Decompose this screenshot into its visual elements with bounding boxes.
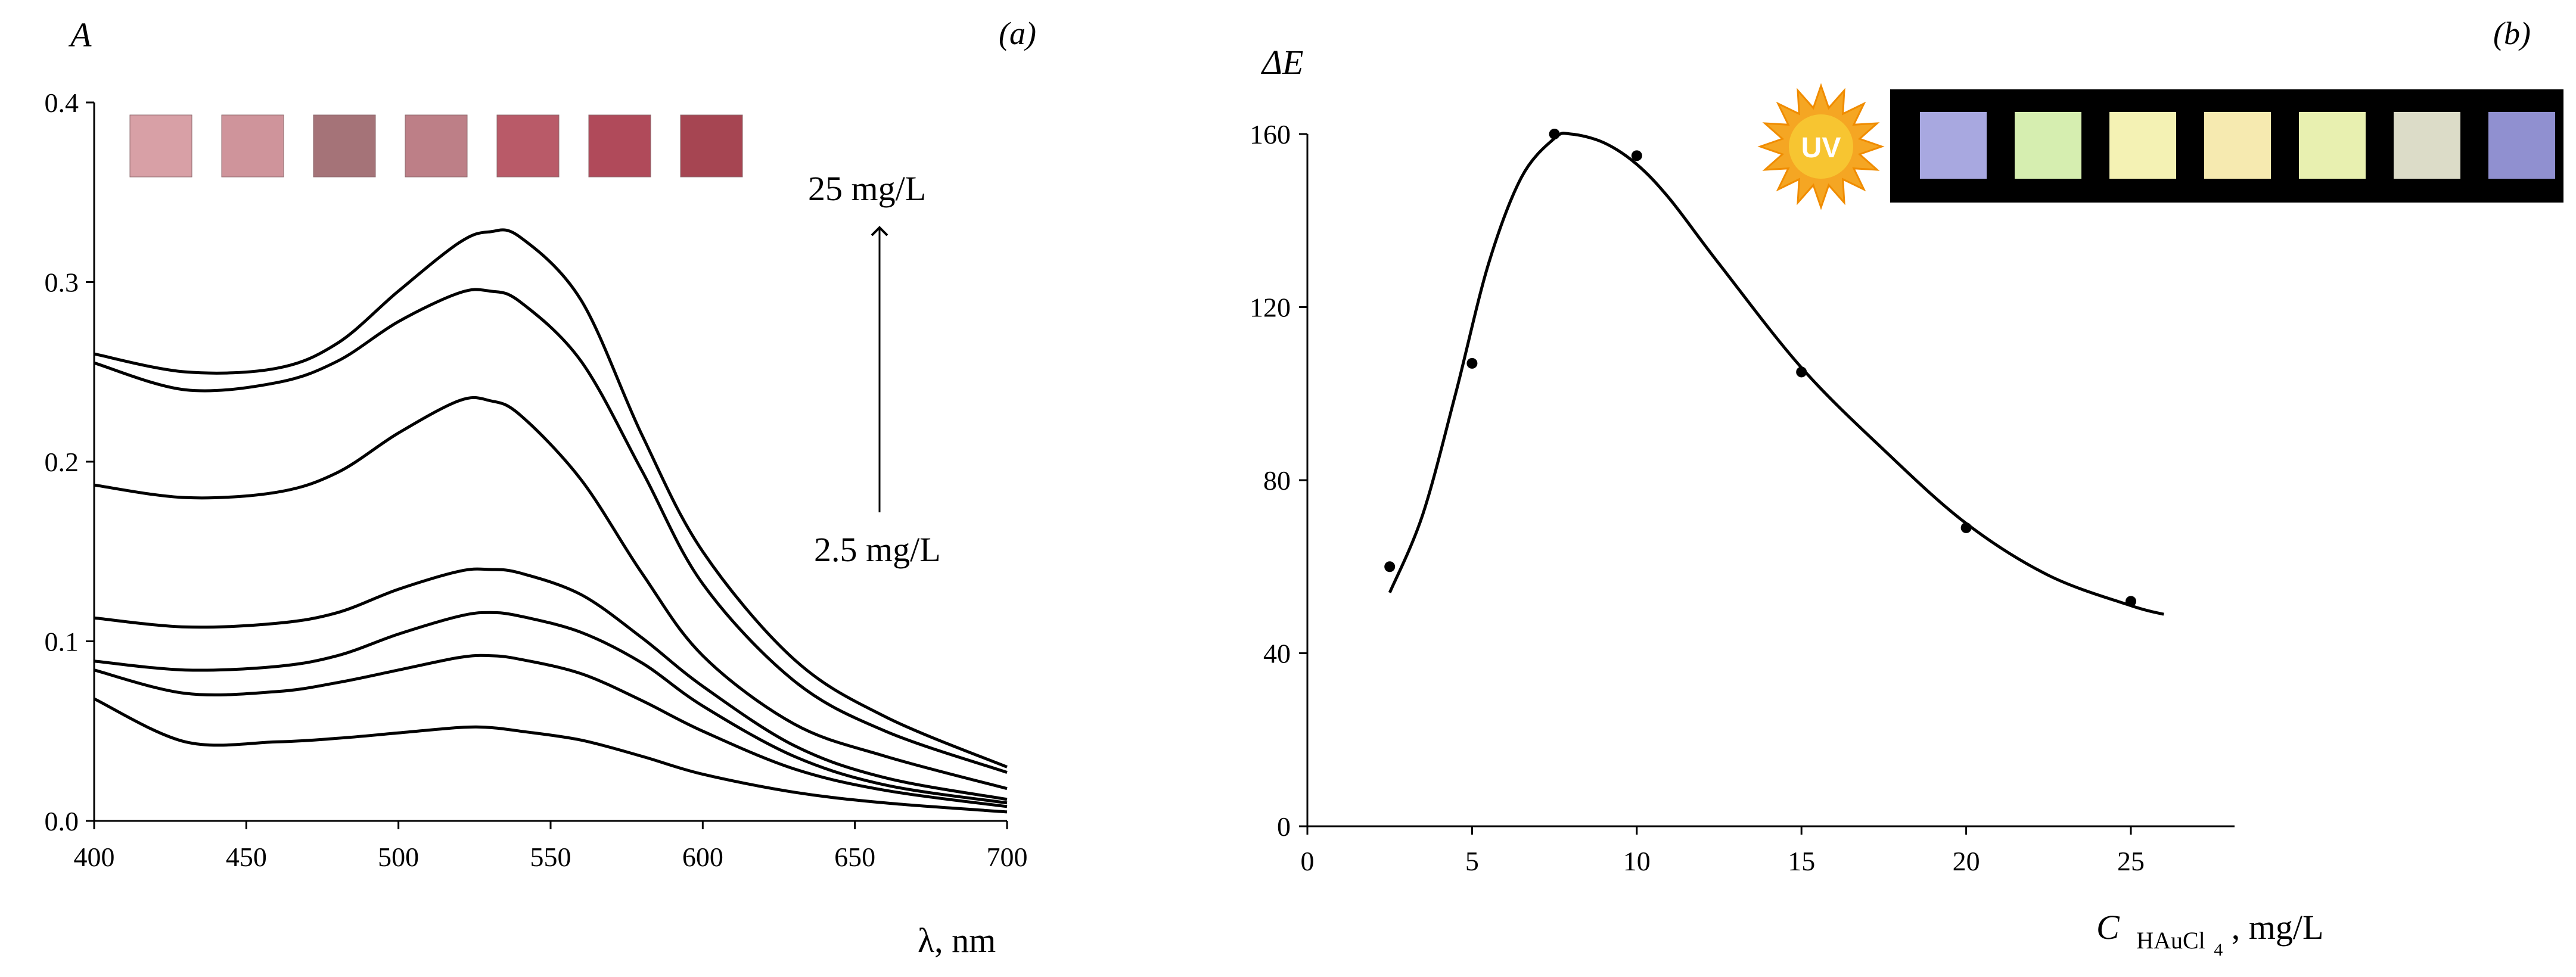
- b-x-axis-title-unit: , mg/L: [2232, 908, 2324, 947]
- a-y-ticks: 0.0 0.1 0.2 0.3 0.4: [45, 88, 94, 836]
- data-points: [1384, 129, 2136, 607]
- color-swatch: [129, 114, 192, 178]
- absorbance-series-5: [94, 611, 1008, 805]
- a-y-tick-label: 0.3: [45, 267, 79, 298]
- a-annotation-bottom: 2.5 mg/L: [814, 530, 941, 569]
- absorbance-series-3: [94, 396, 1008, 791]
- uv-swatch-row: [1920, 112, 2555, 179]
- data-point: [1384, 561, 1396, 572]
- b-x-tick-label: 10: [1623, 846, 1651, 876]
- a-panel-label: (a): [999, 15, 1036, 51]
- color-swatch: [221, 114, 284, 178]
- b-x-tick-label: 20: [1953, 846, 1980, 876]
- uv-swatch: [2394, 112, 2460, 179]
- b-y-axis-title: ΔE: [1261, 43, 1303, 82]
- b-y-ticks: 0 40 80 120 160: [1250, 119, 1307, 842]
- uv-swatch: [2109, 112, 2176, 179]
- b-x-axis-title-main: C: [2096, 908, 2120, 947]
- a-x-tick-label: 400: [74, 842, 115, 872]
- color-swatch: [496, 114, 560, 178]
- uv-swatch: [2015, 112, 2081, 179]
- panel-b-chart: 0 40 80 120 160 0 5 10 15 20 25 ΔE C HAuCl 4 , mg…: [1250, 15, 2563, 963]
- data-point: [1466, 357, 1478, 369]
- b-x-ticks: 0 5 10 15 20 25: [1301, 826, 2145, 876]
- uv-swatch: [2299, 112, 2366, 179]
- sun-core: [1789, 114, 1853, 179]
- a-x-axis-title: λ, nm: [918, 921, 996, 960]
- absorbance-series-4: [94, 567, 1008, 801]
- b-x-tick-label: 15: [1788, 846, 1815, 876]
- data-point: [1631, 150, 1642, 161]
- a-y-tick-label: 0.4: [45, 88, 79, 118]
- fit-curve-line: [1388, 132, 2164, 616]
- b-x-axis-title: C HAuCl 4 , mg/L: [2096, 908, 2323, 963]
- a-x-tick-label: 500: [378, 842, 419, 872]
- a-x-ticks: 400 450 500 550 600 650 700: [74, 821, 1028, 872]
- b-y-tick-label: 40: [1263, 639, 1291, 669]
- b-y-tick-label: 0: [1277, 811, 1291, 842]
- a-y-tick-label: 0.2: [45, 447, 79, 477]
- b-x-tick-label: 0: [1301, 846, 1315, 876]
- a-x-tick-label: 550: [530, 842, 571, 872]
- color-swatch: [680, 114, 743, 178]
- color-swatch-row-a: [129, 114, 743, 178]
- b-x-axis-title-sub4: 4: [2214, 940, 2223, 960]
- sun-icon: UV: [1757, 83, 1885, 210]
- color-swatch: [313, 114, 376, 178]
- absorbance-series-2: [94, 288, 1008, 774]
- color-swatch: [588, 114, 651, 178]
- a-y-tick-label: 0.0: [45, 806, 79, 836]
- b-x-tick-label: 5: [1465, 846, 1479, 876]
- a-x-tick-label: 700: [987, 842, 1028, 872]
- uv-label: UV: [1801, 132, 1841, 164]
- uv-inset: UV: [1757, 83, 2563, 210]
- b-y-tick-label: 120: [1250, 293, 1291, 323]
- fit-curve: [1388, 132, 2164, 616]
- a-annotation-top: 25 mg/L: [808, 169, 926, 208]
- a-x-tick-label: 600: [682, 842, 723, 872]
- panel-a-chart: 0.00.10.20.30.4 400 450 500 550 600 650 700 A …: [45, 15, 1036, 960]
- a-x-tick-label: 450: [226, 842, 267, 872]
- uv-swatch: [2204, 112, 2271, 179]
- data-point: [2126, 596, 2136, 607]
- color-swatch: [405, 114, 468, 178]
- a-y-axis-title: A: [68, 15, 92, 54]
- data-point: [1960, 522, 1972, 533]
- b-x-tick-label: 25: [2117, 846, 2145, 876]
- absorbance-series-7: [93, 697, 1008, 814]
- uv-swatch: [1920, 112, 1987, 179]
- absorbance-series-1: [94, 228, 1008, 768]
- b-y-tick-label: 160: [1250, 119, 1291, 150]
- absorbance-curves: [93, 228, 1008, 814]
- b-y-tick-label: 80: [1263, 465, 1291, 496]
- b-panel-label: (b): [2493, 15, 2531, 51]
- a-x-tick-label: 650: [834, 842, 875, 872]
- data-point: [1549, 129, 1560, 139]
- uv-swatch: [2488, 112, 2555, 179]
- data-point: [1796, 366, 1807, 378]
- b-x-axis-title-sub: HAuCl: [2136, 927, 2205, 954]
- a-y-tick-label: 0.1: [45, 627, 79, 657]
- absorbance-series-6: [94, 654, 1008, 808]
